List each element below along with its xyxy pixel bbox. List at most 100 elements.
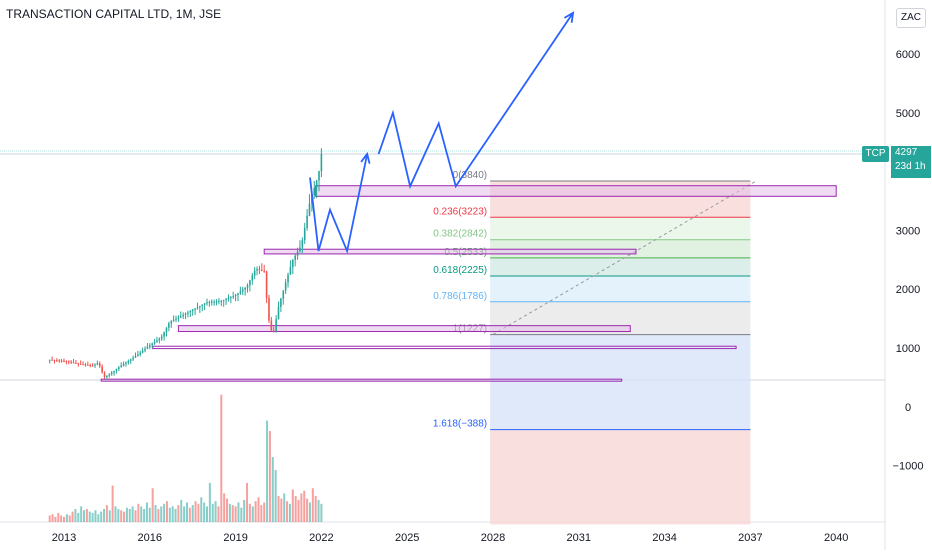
candle-body [239,291,242,294]
candle-body [280,298,282,307]
candle-body [232,296,235,298]
volume-bar [85,509,88,522]
time-axis-label: 2022 [309,532,333,544]
candle-body [196,307,199,309]
candle-body [172,319,175,321]
volume-bar [137,503,140,522]
volume-bar [123,511,126,522]
volume-bar [274,470,277,522]
time-axis-label: 2013 [52,532,76,544]
projection-paths [309,11,575,255]
fib-zone-1.618 [490,429,751,525]
volume-bar [300,493,303,522]
volume-bar [97,514,100,522]
candle-body [268,297,270,321]
candle-body [306,215,308,228]
volume-bar [71,511,74,522]
candle-body [206,302,208,304]
candle-body [139,352,142,355]
last-price-value: 4297 [895,147,918,158]
support-zone-4 [152,345,737,350]
volume-bar [60,515,63,522]
candle-body [63,360,65,362]
candle-body [84,364,87,366]
candle-body [234,295,237,297]
volume-bar [48,515,51,522]
candle-body [170,320,173,324]
candle-body [244,287,246,290]
volume-bar [231,505,234,522]
candle-body [58,360,61,362]
volume-bar [257,497,260,522]
volume-bar [91,512,94,522]
volume-bar [57,512,60,522]
candle-body [146,346,149,349]
volume-bar [51,514,54,522]
candle-body [296,251,299,256]
candle-body [89,365,92,367]
volume-bar [63,516,65,522]
candle-body [101,366,103,373]
volume-bar [128,509,131,522]
candle-body [256,269,258,271]
candle-body [292,259,294,268]
volume-bar [168,507,171,522]
candle-body [277,306,280,320]
candle-body [187,312,189,314]
volume-bar [228,503,231,522]
candle-body [158,338,161,341]
volume-bar [314,496,317,522]
candle-body [182,314,184,317]
volume-bar [226,498,229,522]
support-zone-1 [315,185,837,197]
candle-body [98,363,101,367]
last-price-tag: 4297 23d 1h [891,146,931,178]
candle-body [118,367,120,370]
volume-bar [260,505,263,522]
candle-body [103,372,106,378]
volume-bar [311,488,314,522]
price-axis-label: 1000 [896,343,920,355]
volume-bar [120,510,123,522]
volume-bar [177,505,180,522]
time-axis-label: 2025 [395,532,419,544]
candle-body [220,300,223,302]
time-axis-label: 2019 [223,532,247,544]
candle-body [79,363,82,365]
volume-bar [125,507,128,522]
support-zone-5 [100,378,623,382]
candles [48,148,323,380]
candle-body [282,290,285,299]
volume-bar [188,507,191,522]
candle-body [115,369,118,371]
candle-body [160,336,163,339]
volume-bar [203,502,206,522]
candle-body [275,319,277,332]
candle-body [258,269,261,271]
fib-level-label-0.618: 0.618(2225) [433,265,487,276]
candle-body [263,270,265,272]
time-axis-label: 2031 [567,532,591,544]
candle-body [213,301,215,303]
currency-button[interactable]: ZAC [896,8,926,28]
candle-body [168,323,170,328]
volume-bar [68,515,71,522]
volume-bar [277,496,280,522]
chart-title: TRANSACTION CAPITAL LTD, 1M, JSE [6,7,222,21]
candle-body [108,374,111,376]
candle-body [106,375,108,378]
volume-bar [237,502,240,522]
candle-body [313,187,316,196]
candle-body [163,332,165,337]
candle-body [149,345,151,347]
volume-bar [94,510,97,522]
candle-body [241,289,244,292]
candle-body [261,269,263,271]
candle-body [127,360,130,363]
volume-bar [140,506,143,522]
candle-body [265,271,268,298]
volume-bar [165,501,168,522]
candle-body [153,341,156,344]
